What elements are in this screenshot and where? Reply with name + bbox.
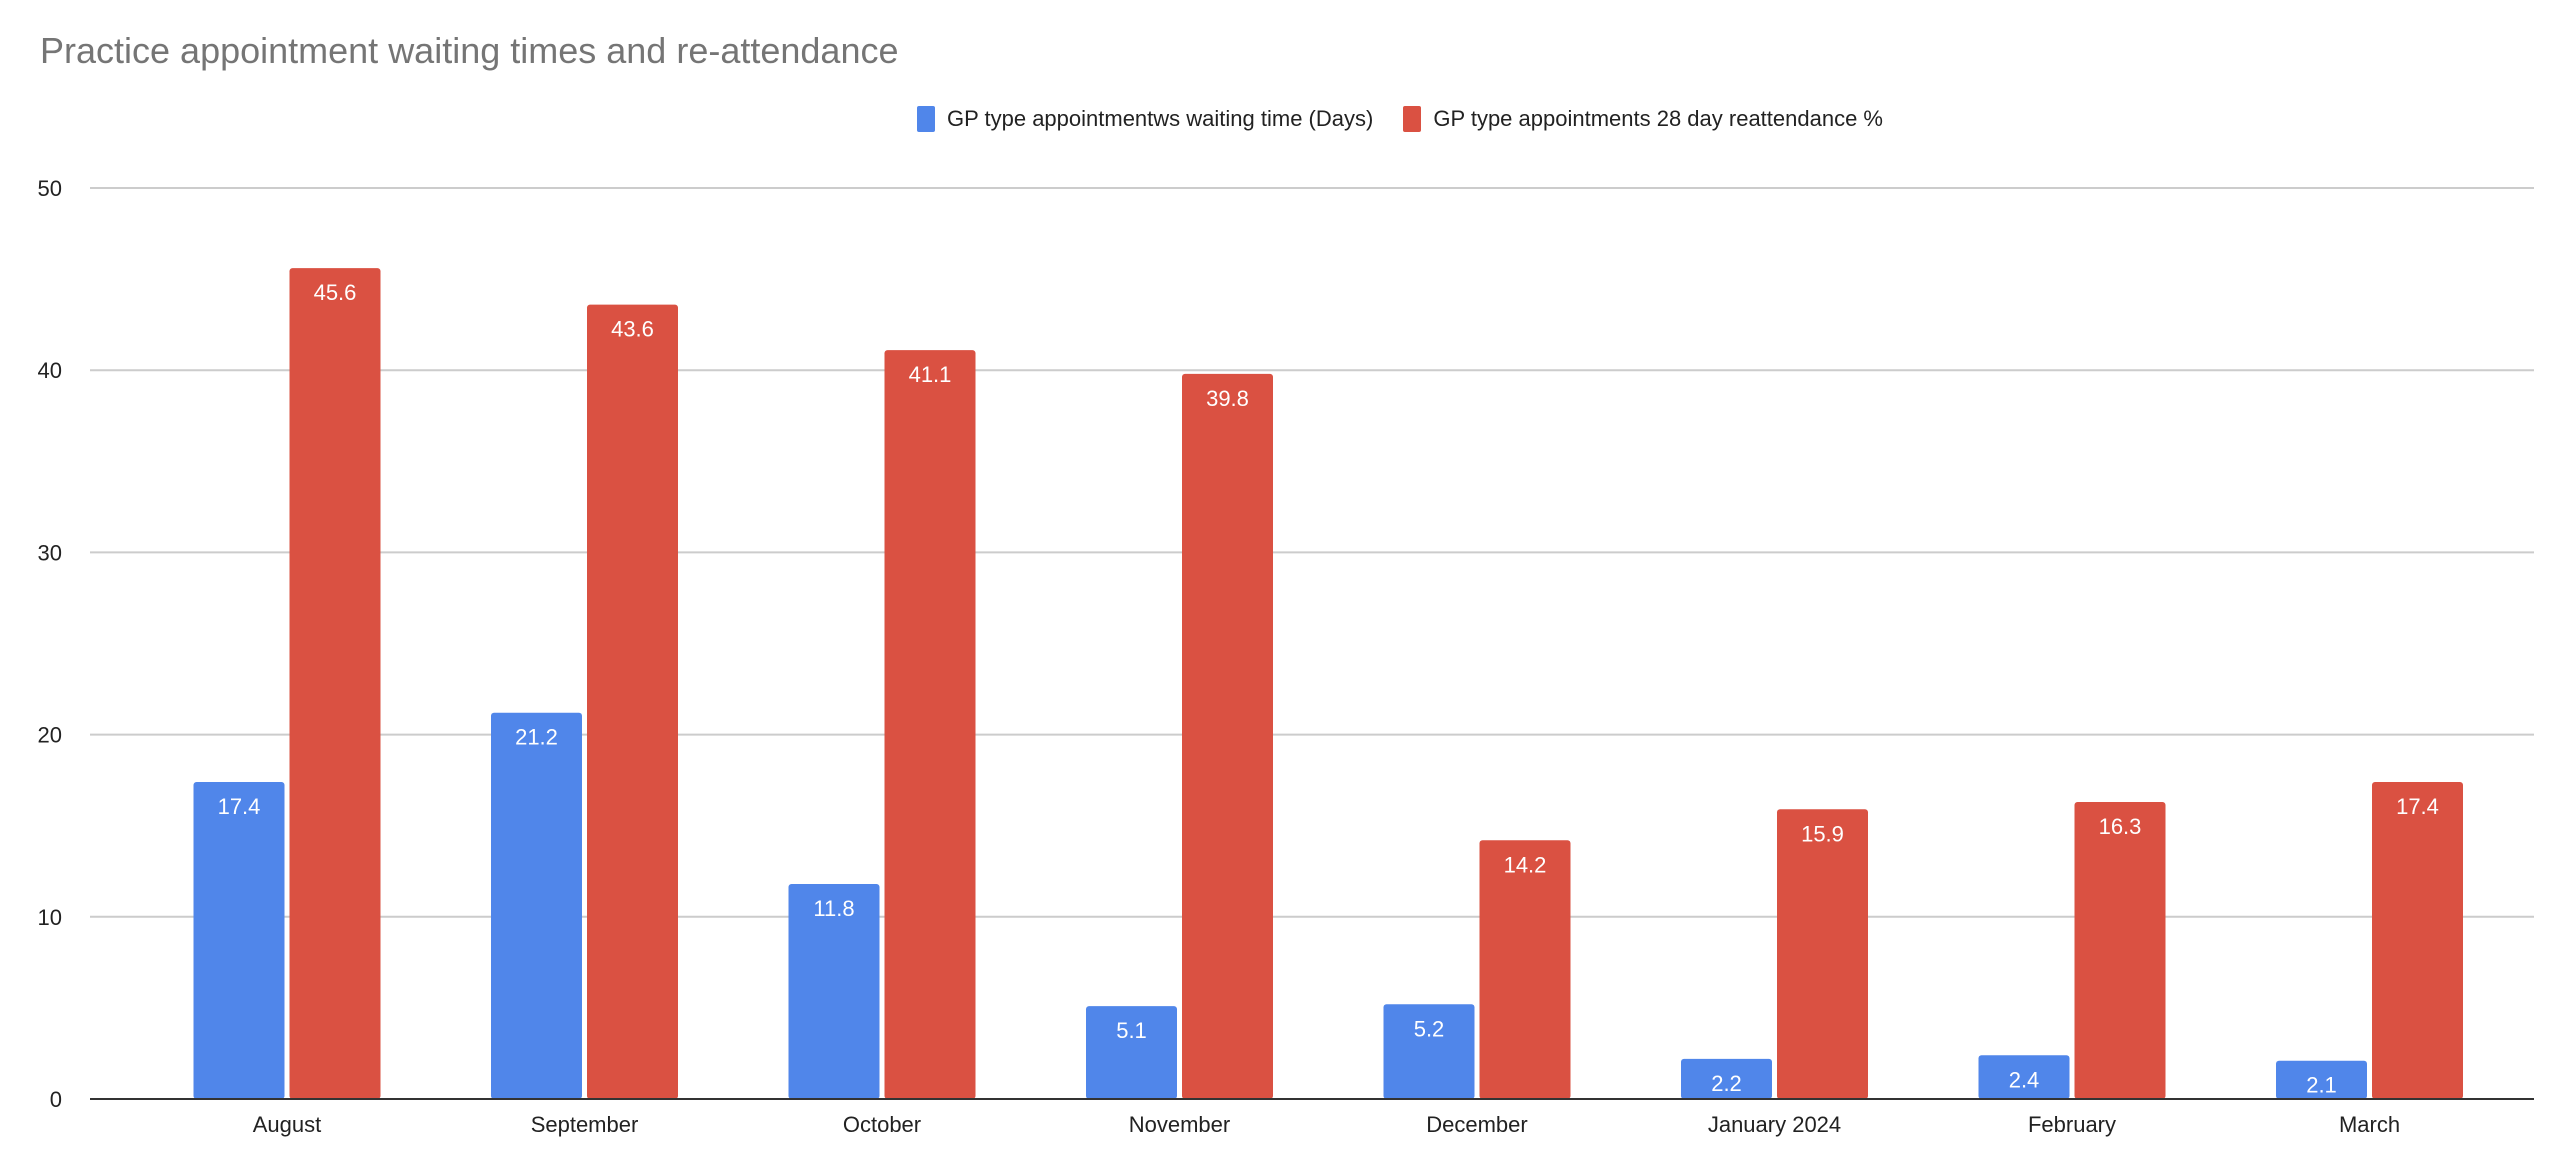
- bar-waiting-time: [1383, 1004, 1475, 1099]
- x-tick-label: November: [1129, 1112, 1230, 1137]
- x-tick-label: February: [2028, 1112, 2116, 1137]
- bar-waiting-time: [193, 781, 285, 1099]
- data-label: 41.1: [909, 362, 952, 387]
- bar-waiting-time: [1978, 1055, 2070, 1099]
- legend-label: GP type appointments 28 day reattendance…: [1433, 106, 1883, 131]
- data-label: 45.6: [314, 280, 357, 305]
- bar-reattendance: [1777, 809, 1868, 1099]
- y-tick-label: 50: [38, 176, 62, 201]
- bar-waiting-time: [2276, 1060, 2367, 1099]
- y-tick-label: 0: [50, 1087, 62, 1112]
- legend-item-reattendance[interactable]: GP type appointments 28 day reattendance…: [1403, 106, 1883, 132]
- legend: GP type appointmentws waiting time (Days…: [0, 106, 2560, 132]
- data-label: 11.8: [813, 896, 854, 921]
- bar-waiting-time: [1681, 1058, 1772, 1099]
- x-tick-label: October: [843, 1112, 921, 1137]
- data-label: 15.9: [1801, 821, 1844, 846]
- legend-item-waiting-time[interactable]: GP type appointmentws waiting time (Days…: [917, 106, 1373, 132]
- bar-reattendance: [587, 304, 678, 1099]
- bar-reattendance: [289, 268, 381, 1100]
- bar-reattendance: [1182, 373, 1273, 1099]
- bar-waiting-time: [1086, 1006, 1177, 1099]
- chart-title: Practice appointment waiting times and r…: [40, 30, 899, 71]
- x-tick-label: January 2024: [1708, 1112, 1841, 1137]
- data-label: 39.8: [1206, 386, 1249, 411]
- y-tick-label: 20: [38, 723, 62, 748]
- y-tick-label: 40: [38, 358, 62, 383]
- bar-reattendance: [2074, 802, 2166, 1099]
- data-label: 2.2: [1711, 1071, 1742, 1096]
- y-tick-label: 10: [38, 905, 62, 930]
- x-tick-label: September: [531, 1112, 639, 1137]
- data-label: 2.4: [2009, 1067, 2040, 1092]
- legend-label: GP type appointmentws waiting time (Days…: [947, 106, 1374, 131]
- data-label: 17.4: [2396, 794, 2439, 819]
- data-label: 17.4: [218, 794, 261, 819]
- data-label: 43.6: [611, 317, 654, 342]
- bar-waiting-time: [788, 884, 880, 1099]
- data-label: 21.2: [515, 725, 558, 750]
- bar-reattendance: [884, 350, 976, 1100]
- bar-reattendance: [1479, 840, 1571, 1099]
- legend-swatch-reattendance: [1403, 106, 1422, 132]
- data-label: 16.3: [2099, 814, 2142, 839]
- data-label: 5.1: [1116, 1018, 1147, 1043]
- data-label: 2.1: [2306, 1073, 2337, 1098]
- data-label: 5.2: [1414, 1016, 1445, 1041]
- x-tick-label: August: [253, 1112, 322, 1137]
- bar-reattendance: [2372, 781, 2463, 1099]
- x-tick-label: March: [2339, 1112, 2400, 1137]
- x-tick-label: December: [1426, 1112, 1527, 1137]
- legend-swatch-waiting-time: [917, 106, 935, 132]
- bar-waiting-time: [491, 712, 582, 1099]
- data-label: 14.2: [1504, 852, 1547, 877]
- y-tick-label: 30: [38, 540, 62, 565]
